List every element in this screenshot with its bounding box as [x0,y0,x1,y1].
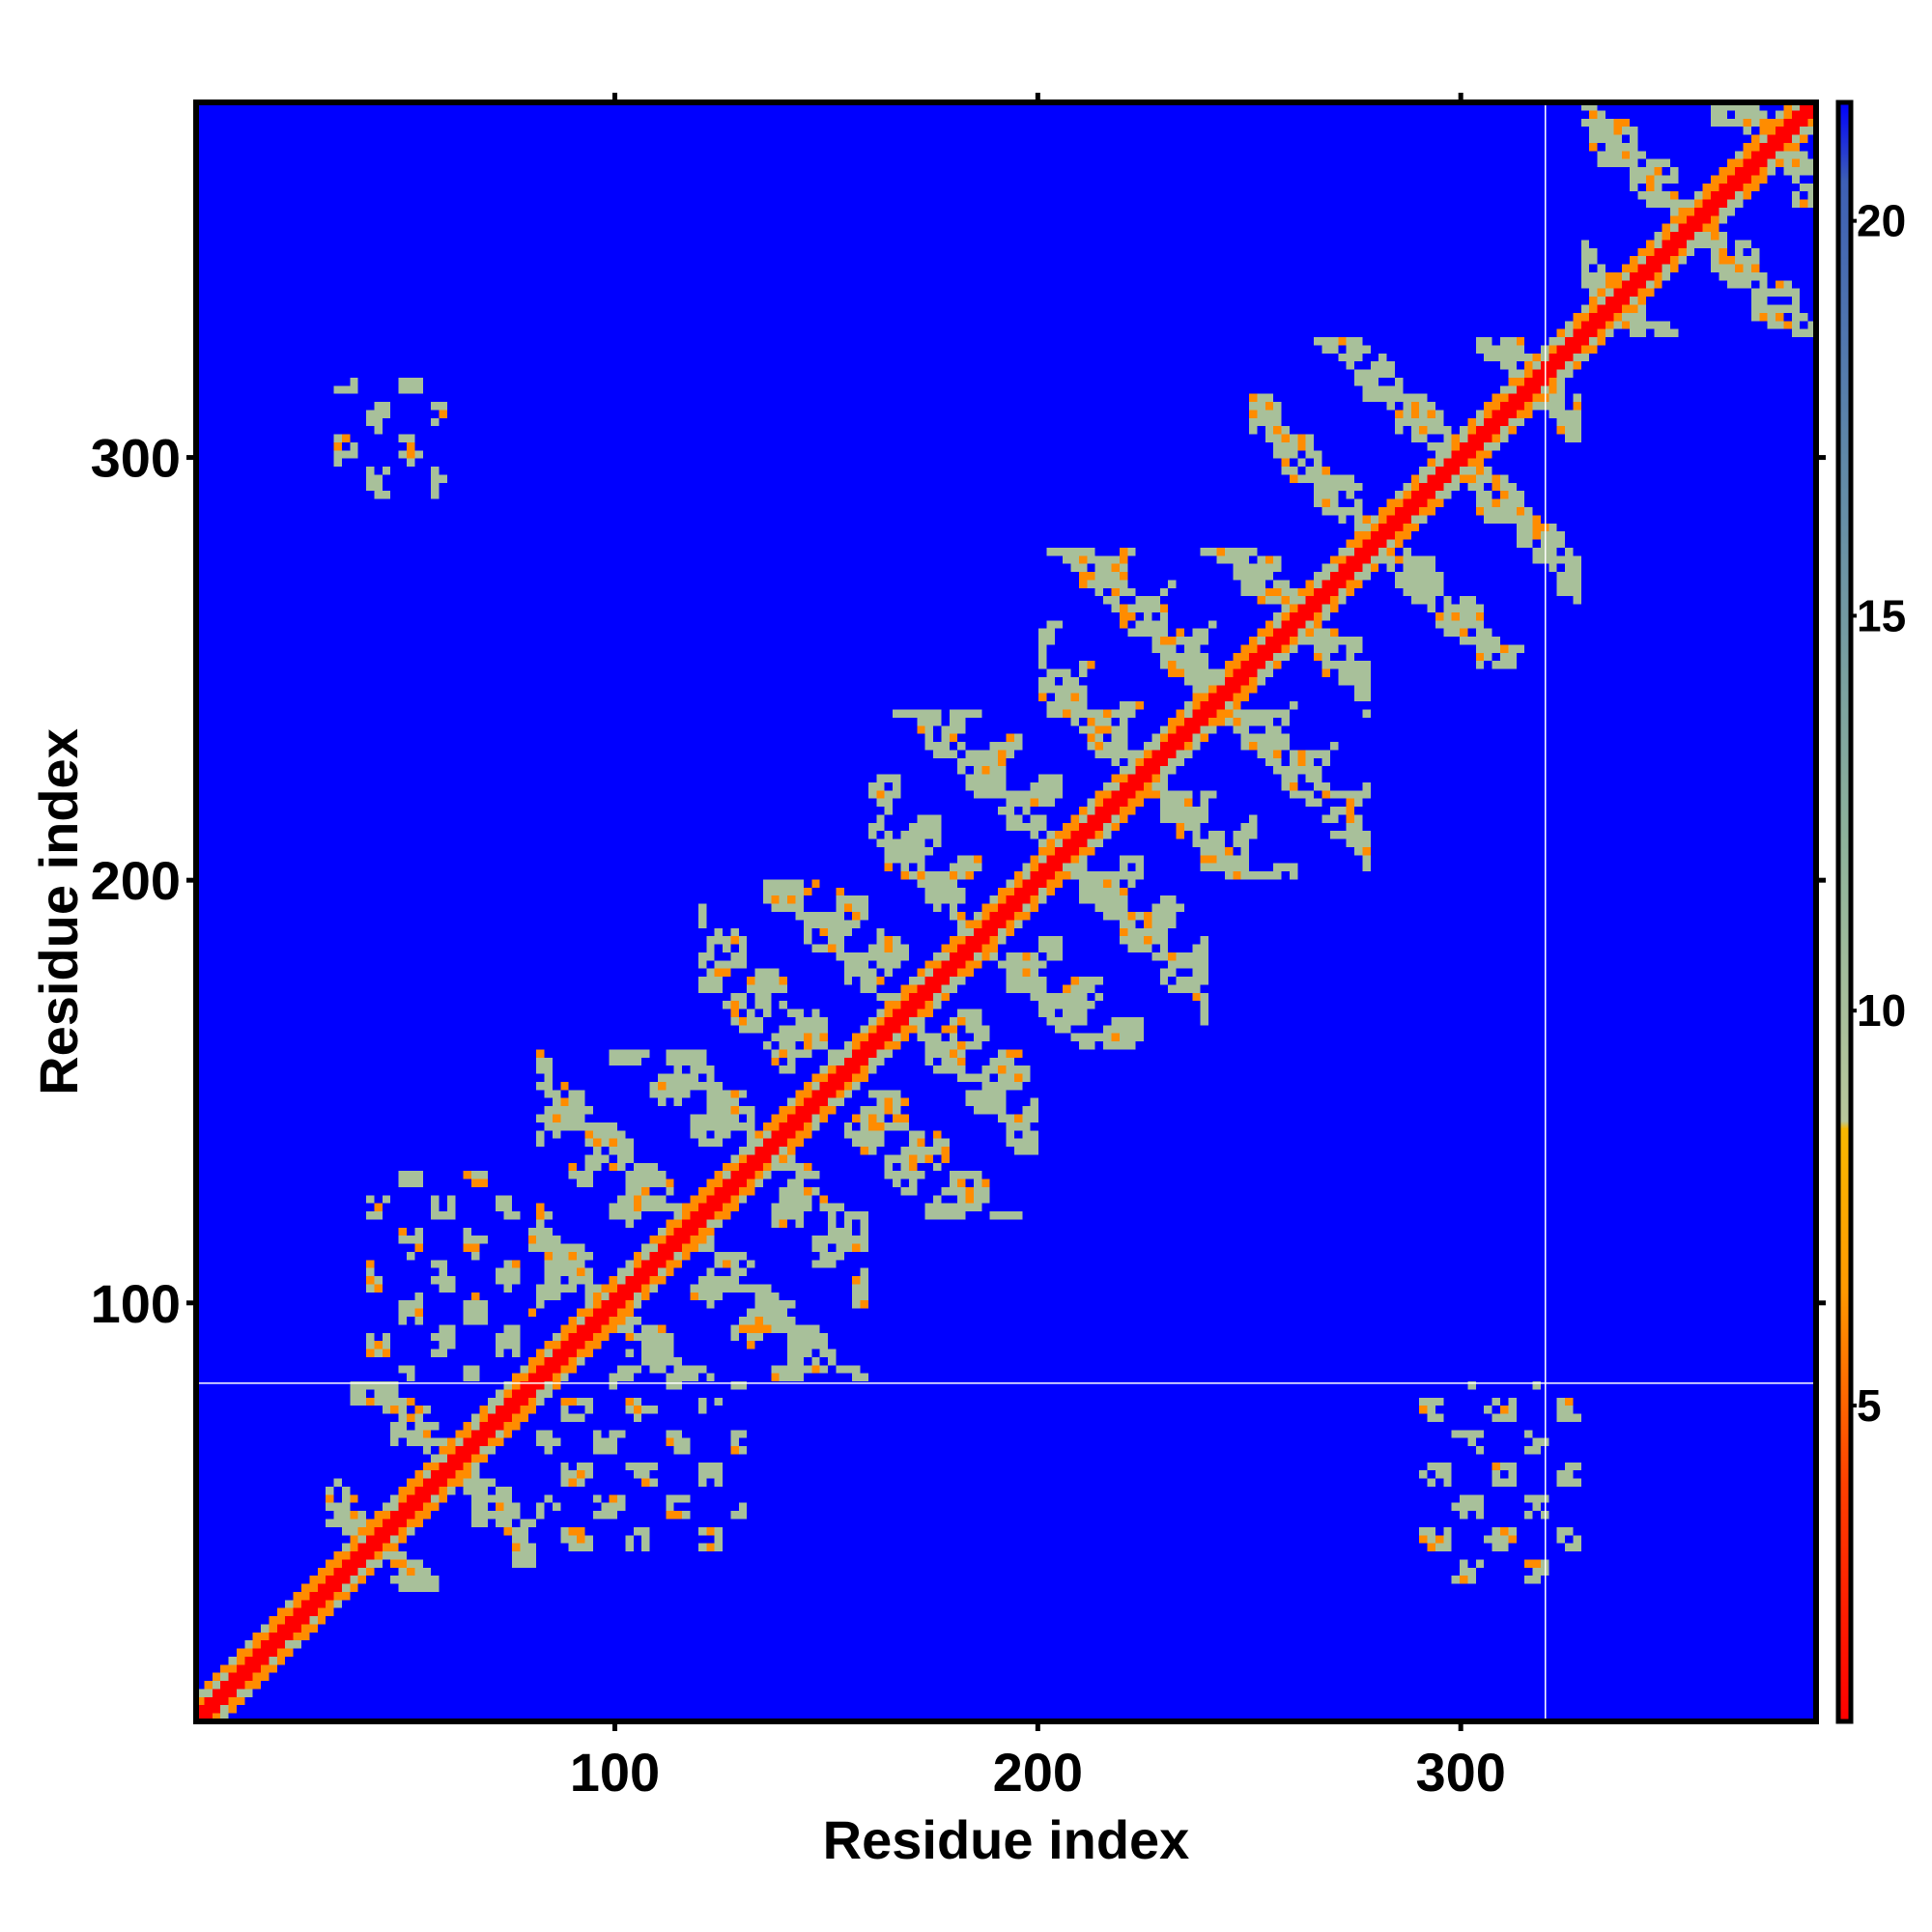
heatmap-cells [196,102,1816,1721]
heatmap-area [196,102,1816,1721]
colorbar-tick-label: 10 [1857,985,1906,1036]
colorbar-ticks: 5 10 15 20 [1851,196,1906,1431]
guide-lines [196,102,1816,1721]
colorbar-tick-label: 20 [1857,196,1906,246]
x-tick-label: 200 [993,1742,1083,1803]
y-tick-label: 100 [91,1273,181,1334]
colorbar-tick-label: 5 [1857,1380,1882,1431]
colorbar [1835,99,1854,1724]
y-axis-title: Residue index [28,728,89,1095]
x-axis-title: Residue index [823,1809,1190,1870]
x-tick-label: 100 [570,1742,660,1803]
axis-ticks: 100 200 300 100 200 300 [91,93,1826,1803]
colorbar-tick-label: 15 [1857,590,1906,640]
y-tick-label: 200 [91,850,181,911]
x-tick-label: 300 [1415,1742,1505,1803]
plot-frame [193,99,1819,1724]
y-tick-label: 300 [91,428,181,489]
